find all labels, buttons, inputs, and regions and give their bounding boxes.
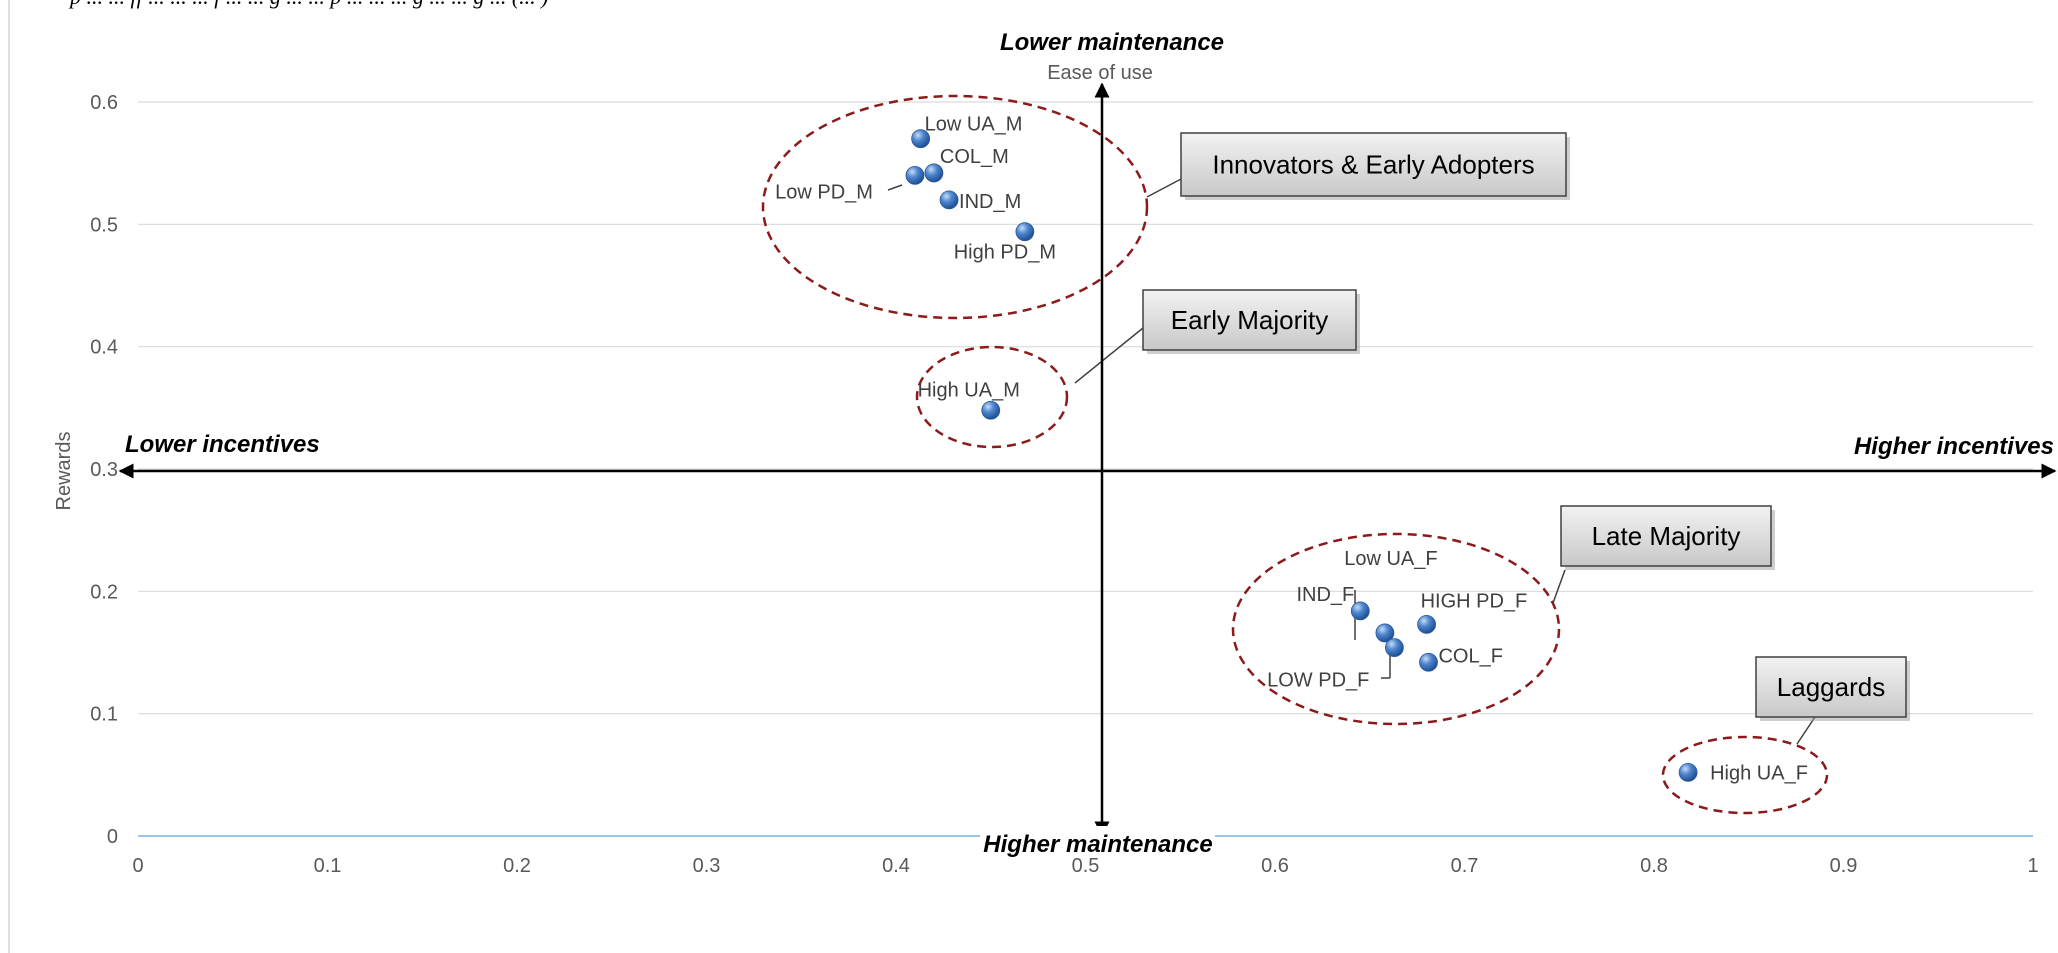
point-label: LOW PD_F: [1267, 670, 1369, 692]
point-label: IND_F: [1296, 584, 1354, 606]
data-point: [1419, 652, 1438, 672]
callout-label: Late Majority: [1592, 521, 1741, 551]
data-points: [905, 129, 1698, 782]
data-point: [1375, 623, 1395, 643]
data-point: [1350, 601, 1370, 621]
point-label: High PD_M: [954, 242, 1056, 264]
data-point: [1678, 762, 1698, 782]
x-tick-label: 0.8: [1640, 855, 1668, 877]
point-label: COL_M: [940, 146, 1009, 168]
group-ellipse: [1661, 735, 1829, 815]
x-tick-label: 0.4: [882, 855, 910, 877]
x-tick-label: 0.1: [314, 855, 342, 877]
x-tick-label: 1: [2027, 855, 2038, 877]
group-callouts: Innovators & Early Adopters Early Majorit…: [1142, 132, 1910, 721]
callout-label: Laggards: [1777, 672, 1885, 702]
data-point: [939, 190, 959, 210]
point-label: Low UA_M: [925, 114, 1023, 136]
data-point: [1417, 614, 1436, 634]
point-label: Low UA_F: [1344, 548, 1437, 570]
x-tick-label: 0.6: [1261, 855, 1289, 877]
callout-box: [1142, 289, 1357, 351]
group-ellipse: [915, 345, 1069, 449]
x-tick-label: 0.7: [1451, 855, 1479, 877]
data-point: [1015, 222, 1035, 242]
leader-line: [1552, 569, 1566, 604]
point-label: HIGH PD_F: [1421, 590, 1528, 612]
point-labels: Low UA_M COL_M Low PD_M IND_M High PD_M High …: [775, 114, 1808, 785]
leader-lines: [887, 178, 1816, 745]
callout-label: Early Majority: [1171, 305, 1328, 335]
right-axis-label: Higher incentives: [1854, 433, 2054, 460]
group-ellipses: [761, 94, 1829, 815]
point-label: COL_F: [1438, 645, 1502, 667]
y-tick-label: 0.4: [90, 337, 118, 359]
data-point: [911, 129, 931, 149]
point-label: High UA_M: [918, 379, 1020, 401]
leader-line: [1796, 716, 1816, 745]
x-tick-label: 0.2: [503, 855, 531, 877]
left-axis-label: Lower incentives: [125, 431, 320, 458]
callout-box: [1755, 656, 1907, 718]
leader-line: [1074, 327, 1144, 384]
y-tick-label: 0: [107, 826, 118, 848]
top-axis-sublabel: Ease of use: [1047, 62, 1153, 84]
y-axis-title: Rewards: [53, 432, 75, 511]
point-label: IND_M: [959, 191, 1021, 213]
callout-box: [1560, 505, 1772, 567]
x-axis-ticks: 0 0.1 0.2 0.3 0.4 0.5 0.6 0.7 0.8 0.9 1: [132, 855, 2038, 877]
data-point: [981, 400, 1001, 420]
bottom-axis-label: Higher maintenance: [983, 831, 1212, 858]
x-tick-label: 0.3: [693, 855, 721, 877]
callout-label: Innovators & Early Adopters: [1212, 150, 1534, 180]
y-tick-label: 0.6: [90, 92, 118, 114]
data-point: [924, 163, 944, 183]
x-tick-label: 0.5: [1072, 855, 1100, 877]
y-tick-label: 0.2: [90, 581, 118, 603]
gridlines: [138, 101, 2033, 837]
point-label: High UA_F: [1710, 762, 1808, 784]
data-point: [905, 165, 925, 185]
page-caption-fragment: p ... ... ff ... ... ... f ... ... g ...…: [68, 0, 549, 9]
leader-line: [1146, 178, 1182, 198]
data-point: [1384, 638, 1404, 658]
group-ellipse: [761, 94, 1149, 320]
y-tick-label: 0.3: [90, 459, 118, 481]
group-ellipse: [1231, 532, 1561, 726]
y-axis-ticks: 0 0.1 0.2 0.3 0.4 0.5 0.6: [90, 92, 118, 848]
y-tick-label: 0.5: [90, 214, 118, 236]
callout-box: [1180, 132, 1567, 197]
bottom-axis-label-bg: [980, 826, 1215, 856]
leader-line: [887, 184, 903, 191]
x-tick-label: 0.9: [1830, 855, 1858, 877]
top-axis-label: Lower maintenance: [1000, 29, 1224, 56]
y-tick-label: 0.1: [90, 704, 118, 726]
x-tick-label: 0: [132, 855, 143, 877]
point-label: Low PD_M: [775, 181, 873, 203]
